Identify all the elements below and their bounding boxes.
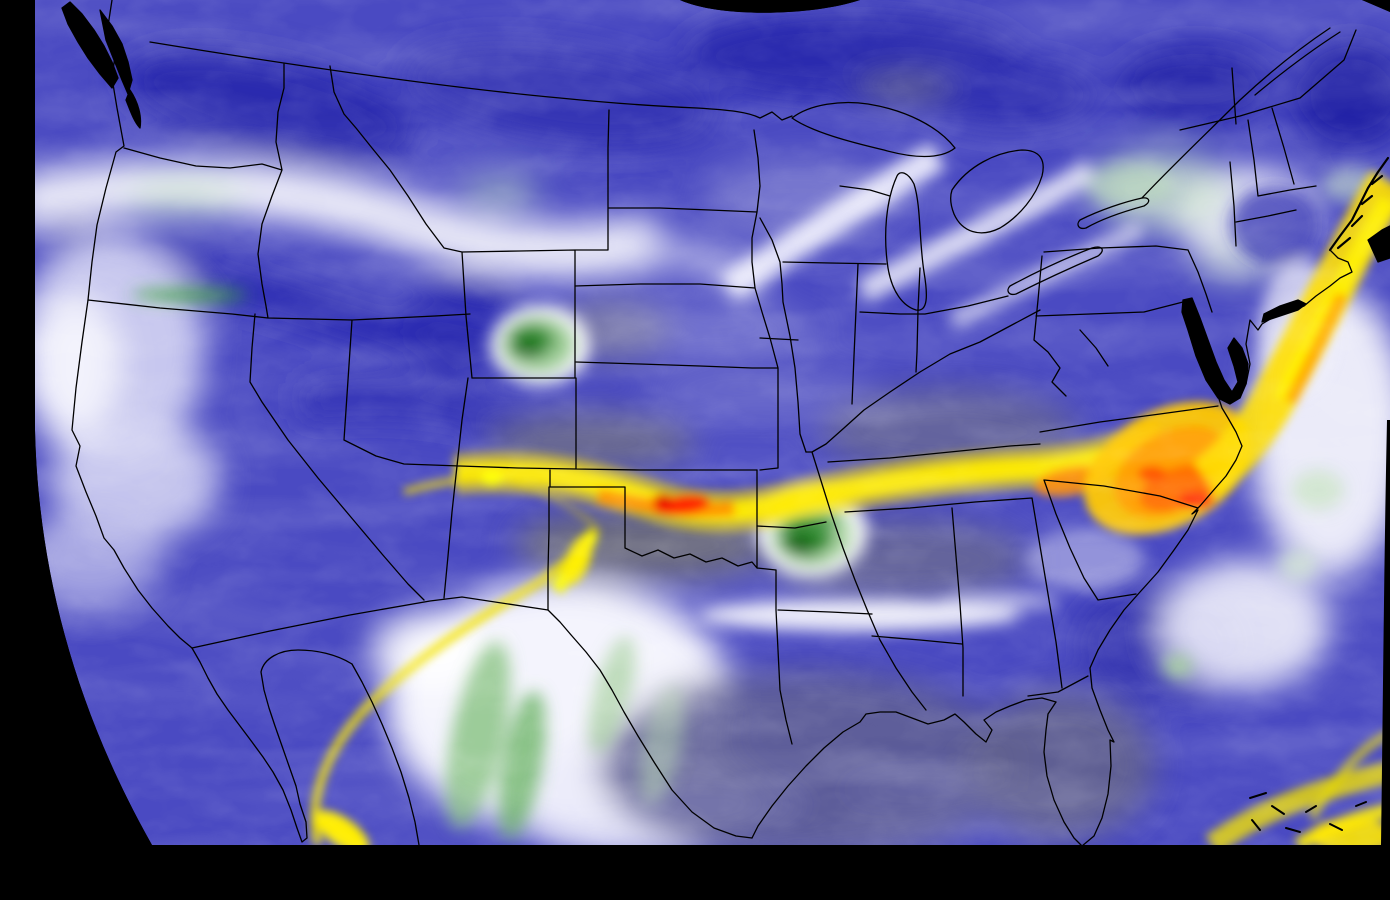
us-mexico-border <box>191 596 549 649</box>
us-canada-border <box>149 41 793 121</box>
st-lawrence-river <box>1141 27 1341 199</box>
maine-coastline <box>1328 156 1390 252</box>
satellite-map <box>0 0 1390 848</box>
florida-coastline <box>1043 667 1115 847</box>
edge-mask-bottom <box>0 845 1390 848</box>
lake-ontario <box>1077 197 1150 230</box>
state-borders-east <box>1033 29 1357 601</box>
chesapeake-delmarva <box>1181 297 1249 405</box>
water-vapor-field <box>35 0 1390 848</box>
lake-superior <box>791 101 956 158</box>
southeast-atlantic-coastline <box>1089 395 1243 669</box>
edge-mask-top <box>680 0 860 13</box>
bahamas-islands <box>1249 792 1367 833</box>
lake-michigan <box>885 172 928 311</box>
baja-california-coastline <box>191 647 353 843</box>
footer-bar: NIU Northern Illinois University Your Fu… <box>0 848 1390 900</box>
map-borders <box>61 0 1390 847</box>
projection-edge-mask <box>0 0 1390 848</box>
state-borders-midwest-south <box>756 185 1089 711</box>
mexico-mainland-coastline <box>351 663 420 846</box>
lake-huron <box>950 149 1044 234</box>
long-island <box>1261 299 1307 323</box>
edge-mask-right <box>1381 420 1390 848</box>
pacific-coastline <box>71 0 193 649</box>
edge-mask-left <box>0 0 155 848</box>
grain-texture <box>35 0 1390 848</box>
state-borders-west <box>87 63 758 601</box>
lake-erie <box>1007 246 1103 296</box>
rio-grande-border <box>547 609 753 839</box>
nova-scotia <box>1367 225 1390 263</box>
vancouver-island-puget <box>61 1 142 129</box>
gulf-coastline <box>751 697 1057 839</box>
state-borders-plains <box>547 129 887 745</box>
edge-mask-top-right <box>1362 0 1390 12</box>
